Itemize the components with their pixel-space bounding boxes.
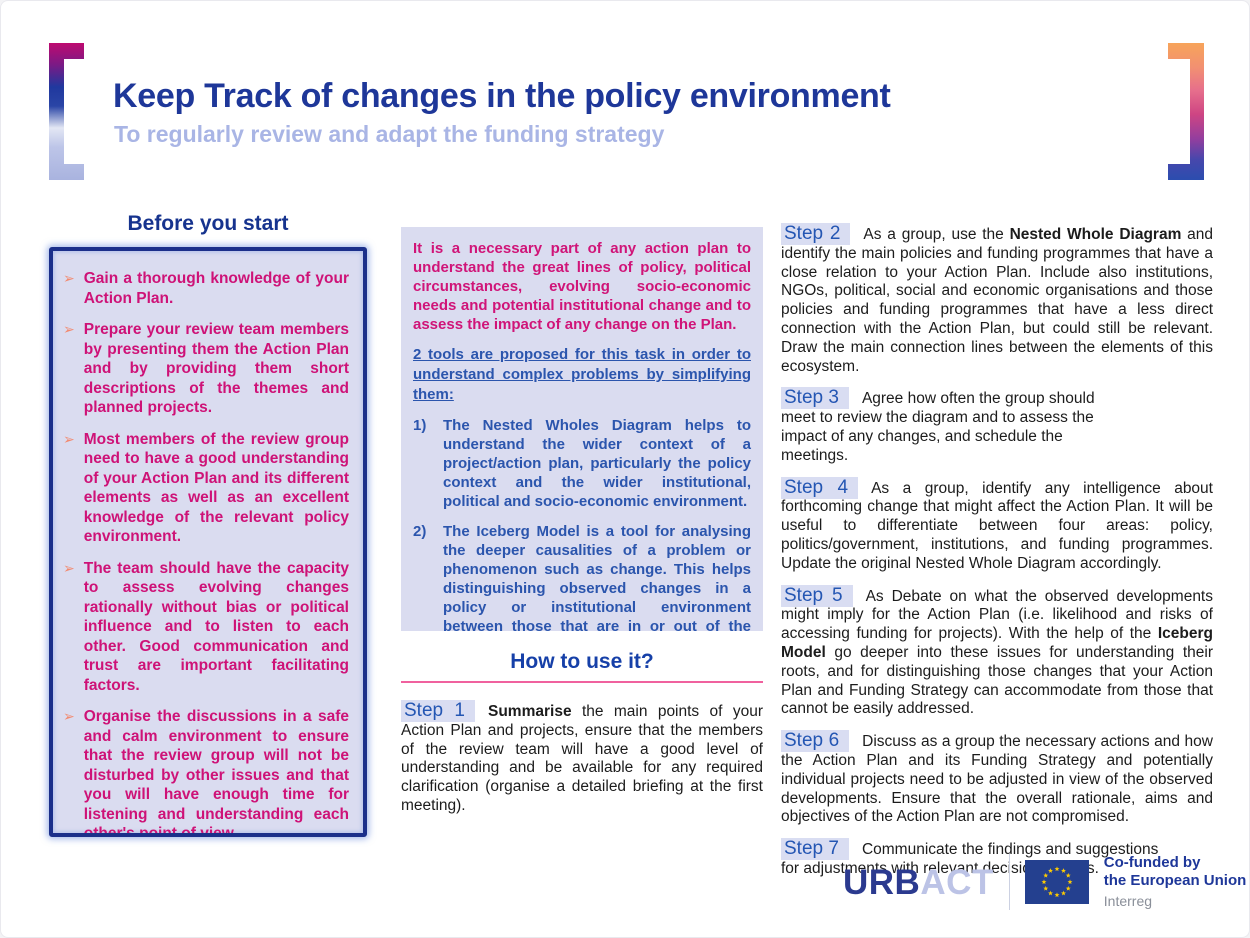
list-item: Most members of the review group need to… bbox=[63, 430, 349, 547]
tool-text-bold: Iceberg Model bbox=[476, 523, 580, 540]
tool-text-post: helps to understand the wider context of… bbox=[443, 417, 751, 510]
tool-text-pre: The bbox=[443, 523, 477, 540]
tool-text-post: is a tool for analysing the deeper causa… bbox=[443, 523, 751, 631]
pink-divider bbox=[401, 681, 763, 683]
page-subtitle: To regularly review and adapt the fundin… bbox=[114, 121, 665, 147]
list-item: Organise the discussions in a safe and c… bbox=[63, 707, 349, 837]
step-text-pre: Discuss as a group the necessary actions… bbox=[781, 733, 1213, 826]
tool-text-bold: Nested Wholes Diagram bbox=[482, 417, 672, 434]
eu-cofunded-text: Co-funded by the European Union Interreg bbox=[1104, 854, 1247, 910]
tools-intro-paragraph: 2 tools are proposed for this task in or… bbox=[413, 346, 751, 403]
bullet-text: Organise the discussions in a safe and c… bbox=[83, 708, 349, 837]
step-text-bold: Iceberg Model bbox=[781, 625, 1213, 661]
step-text-bold: Summarise bbox=[488, 703, 572, 720]
step-text-pre: Agree how often the group should meet to… bbox=[781, 390, 1095, 464]
step-label: Step 4 bbox=[781, 476, 859, 499]
how-to-use-heading: How to use it? bbox=[510, 650, 654, 673]
step-paragraph: Step 7 Communicate the findings and sugge… bbox=[781, 838, 1161, 879]
step-text-bold: Nested Whole Diagram bbox=[1009, 226, 1182, 243]
step-label: Step 6 bbox=[781, 730, 850, 753]
list-item: 2) The Iceberg Model is a tool for analy… bbox=[413, 522, 751, 631]
step-text-post: the main points of your Action Plan and … bbox=[401, 703, 763, 814]
step-label: Step 3 bbox=[781, 387, 849, 410]
bullet-text: The team should have the capacity to ass… bbox=[83, 559, 349, 694]
step-1-section: Step 1 Summarise the main points of your … bbox=[401, 700, 763, 816]
step-paragraph: Step 4 As a group, identify any intellige… bbox=[781, 476, 1213, 574]
step-paragraph: Step 6 Discuss as a group the necessary a… bbox=[781, 730, 1213, 827]
urbact-logo-urb: URB bbox=[843, 862, 921, 902]
arrow-bullet-icon bbox=[63, 269, 75, 308]
step-paragraph: Step 1 Summarise the main points of your … bbox=[401, 700, 763, 816]
middle-column: It is a necessary part of any action pla… bbox=[401, 227, 763, 829]
step-paragraph: Step 2 As a group, use the Nested Whole D… bbox=[781, 223, 1214, 376]
step-label: Step 1 bbox=[401, 700, 475, 722]
list-item: Gain a thorough knowledge of your Action… bbox=[63, 269, 349, 308]
step-text-pre: As a group, identify any intelligence ab… bbox=[781, 479, 1213, 572]
step-text-pre: As a group, use the bbox=[863, 226, 1010, 243]
list-item: Prepare your review team members by pres… bbox=[63, 320, 349, 418]
step-text-post: and identify the main policies and fundi… bbox=[781, 226, 1214, 375]
cofunded-line-1: Co-funded by bbox=[1103, 854, 1201, 872]
list-number: 1) bbox=[413, 417, 427, 434]
list-item: 1) The Nested Wholes Diagram helps to un… bbox=[413, 416, 751, 511]
eu-flag-icon bbox=[1024, 860, 1089, 904]
arrow-bullet-icon bbox=[63, 559, 75, 696]
cofunded-line-2: the European Union bbox=[1103, 872, 1247, 890]
step-paragraph: Step 3 Agree how often the group should m… bbox=[781, 387, 1101, 465]
tools-intro-panel: It is a necessary part of any action pla… bbox=[401, 227, 763, 631]
list-number: 2) bbox=[413, 523, 427, 540]
left-bracket-decoration bbox=[49, 43, 84, 180]
tool-text: The Iceberg Model is a tool for analysin… bbox=[443, 522, 751, 631]
right-bracket-decoration bbox=[1168, 43, 1204, 180]
before-you-start-panel: Gain a thorough knowledge of your Action… bbox=[49, 247, 367, 837]
footer-logos: URBACT Co-funded by the European Union I… bbox=[843, 851, 1246, 913]
step-text-post: go deeper into these issues for understa… bbox=[781, 643, 1213, 718]
urbact-logo: URBACT bbox=[843, 865, 994, 900]
arrow-bullet-icon bbox=[63, 320, 75, 418]
bullet-text: Prepare your review team members by pres… bbox=[83, 321, 349, 416]
step-text-pre: As Debate on what the observed developme… bbox=[781, 587, 1213, 643]
step-paragraph: Step 5 As Debate on what the observed dev… bbox=[781, 584, 1213, 720]
arrow-bullet-icon bbox=[63, 707, 75, 833]
page-title: Keep Track of changes in the policy envi… bbox=[113, 77, 891, 115]
list-item: The team should have the capacity to ass… bbox=[63, 559, 349, 696]
interreg-label: Interreg bbox=[1103, 893, 1153, 910]
step-label: Step 7 bbox=[781, 838, 849, 861]
tool-text: The Nested Wholes Diagram helps to under… bbox=[443, 416, 751, 511]
tool-text-pre: The bbox=[443, 417, 483, 434]
bullet-text: Most members of the review group need to… bbox=[83, 430, 349, 546]
step-label: Step 5 bbox=[781, 584, 853, 607]
bullet-text: Gain a thorough knowledge of your Action… bbox=[83, 270, 349, 307]
steps-column: Step 2 As a group, use the Nested Whole D… bbox=[781, 223, 1214, 892]
step-label: Step 2 bbox=[781, 223, 851, 245]
urbact-logo-act: ACT bbox=[920, 862, 994, 902]
step-text-pre: Communicate the findings and suggestions… bbox=[781, 841, 1159, 877]
intro-paragraph: It is a necessary part of any action pla… bbox=[413, 240, 751, 333]
footer-divider bbox=[1008, 854, 1010, 910]
arrow-bullet-icon bbox=[63, 430, 75, 547]
before-you-start-heading: Before you start bbox=[127, 212, 289, 235]
